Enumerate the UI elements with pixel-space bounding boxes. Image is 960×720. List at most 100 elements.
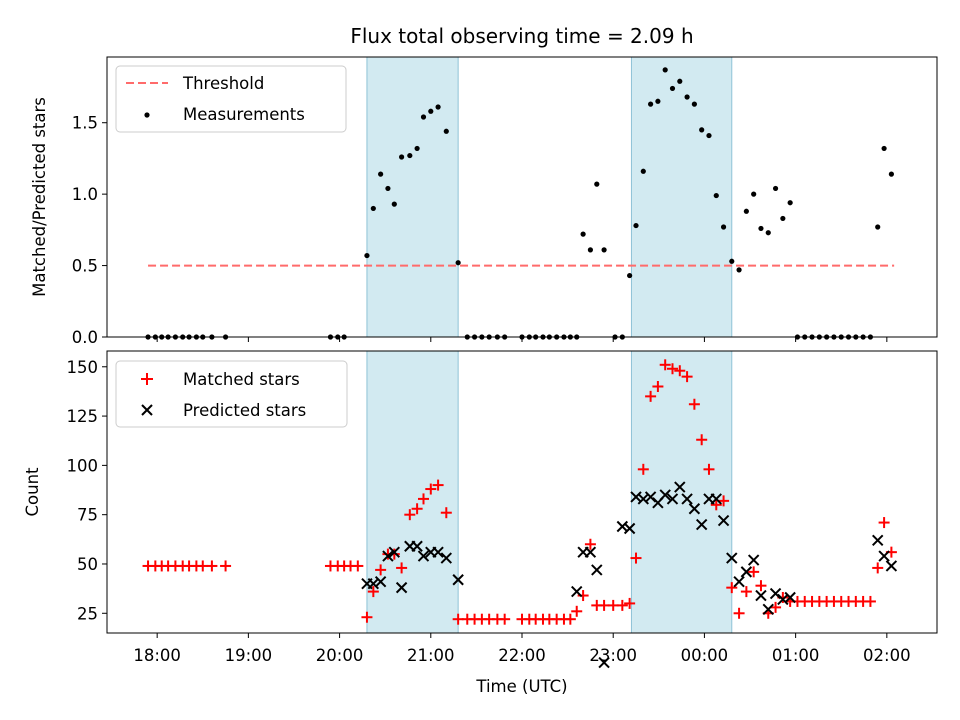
predicted-star-stroke-b (367, 577, 380, 590)
matched-star-point (571, 605, 583, 617)
x-tick-label: 19:00 (225, 646, 273, 665)
predicted-star-stroke-b (637, 493, 650, 505)
measurement-point (627, 272, 633, 279)
predicted-star-stroke-b (740, 566, 753, 578)
top-y-tick-label: 0.0 (72, 328, 98, 347)
predicted-star-stroke-b (726, 552, 738, 564)
matched-star-point (425, 483, 437, 495)
top-legend-box (115, 65, 347, 133)
bottom-y-tick-label: 100 (67, 456, 99, 475)
measurement-point (684, 94, 690, 100)
matched-star-point (411, 503, 423, 515)
predicted-star-point (598, 656, 610, 669)
matched-star-point (220, 560, 232, 572)
x-tick-label: 23:00 (589, 646, 637, 665)
measurement-point (378, 171, 384, 177)
top-x-ticks (156, 337, 888, 342)
predicted-star-point (374, 576, 387, 588)
measurement-point (594, 181, 600, 187)
x-tick-label: 00:00 (681, 646, 729, 665)
measurement-point (669, 85, 676, 92)
measurement-point (713, 192, 719, 199)
bottom-y-tick-label: 125 (67, 407, 99, 426)
matched-star-point (674, 365, 686, 377)
predicted-star-stroke-b (733, 576, 745, 588)
measurement-point (888, 171, 894, 177)
matched-star-point (616, 599, 628, 611)
matched-star-point (681, 371, 693, 383)
matched-star-point (367, 586, 379, 598)
predicted-star-point (452, 574, 464, 586)
bottom-y-tick-label: 50 (77, 555, 98, 574)
predicted-star-stroke-b (769, 587, 782, 600)
measurement-point (743, 208, 749, 214)
predicted-star-stroke-b (762, 603, 774, 616)
matched-star-point (864, 595, 876, 607)
x-tick-label: 20:00 (316, 646, 364, 665)
predicted-star-stroke-b (681, 493, 693, 505)
predicted-star-point (584, 546, 597, 558)
measurement-point (787, 200, 793, 206)
predicted-star-stroke-b (674, 481, 686, 493)
predicted-star-stroke-b (885, 560, 898, 572)
top-shaded-region-1 (366, 56, 459, 338)
bottom-legend: Matched stars Predicted stars (115, 360, 348, 428)
x-tick-label: 18:00 (133, 646, 181, 665)
matched-stars-series (142, 359, 897, 625)
measurement-point (391, 201, 397, 207)
predicted-star-point (674, 481, 686, 493)
predicted-star-point (784, 591, 796, 604)
predicted-star-point (740, 566, 753, 578)
bottom-y-ticks: 25 50 75 100 125 150 (67, 358, 107, 623)
predicted-star-stroke-b (388, 546, 401, 558)
predicted-star-point (726, 552, 738, 564)
bottom-shaded-region-2 (630, 350, 733, 634)
predicted-star-stroke-b (411, 540, 423, 552)
legend-matched-swatch (141, 373, 153, 385)
matched-star-point (637, 463, 649, 475)
predicted-star-point (388, 546, 401, 558)
measurement-point (780, 215, 786, 222)
predicted-star-stroke-b (598, 656, 610, 669)
chart-title: Flux total observing time = 2.09 h (350, 24, 693, 48)
predicted-star-point (885, 560, 898, 572)
predicted-star-stroke-b (395, 581, 408, 594)
measurement-point (758, 225, 764, 232)
predicted-star-stroke-b (591, 564, 603, 576)
predicted-star-stroke-b (584, 546, 597, 558)
predicted-star-stroke-b (777, 593, 789, 606)
measurement-point (370, 205, 376, 212)
measurement-point (662, 67, 668, 73)
matched-star-point (696, 434, 708, 446)
bottom-panel: 25 50 75 100 125 150 18:00 19:00 20:00 21:00 22:0… (23, 350, 938, 696)
matched-star-point (659, 359, 671, 371)
measurement-point (399, 154, 405, 160)
matched-star-point (755, 580, 767, 592)
measurement-point (601, 247, 607, 253)
measurement-point (443, 128, 449, 134)
predicted-stars-series (361, 481, 898, 669)
measurement-point (736, 267, 742, 273)
legend-predicted-label: Predicted stars (183, 401, 306, 420)
predicted-star-stroke-b (571, 585, 583, 598)
predicted-star-stroke-b (872, 534, 884, 547)
measurement-point (648, 101, 654, 107)
predicted-star-point (681, 493, 693, 505)
predicted-star-stroke-b (695, 518, 708, 531)
legend-measurements-label: Measurements (183, 105, 305, 124)
measurement-point (633, 222, 639, 229)
predicted-star-stroke-b (747, 554, 760, 566)
bottom-y-axis-label: Count (23, 467, 42, 517)
bottom-y-tick-label: 75 (77, 506, 98, 525)
bottom-x-ticks: 18:00 19:00 20:00 21:00 22:00 23:00 00:00 01:00… (133, 633, 911, 665)
predicted-star-stroke-b (717, 514, 730, 527)
predicted-star-point (571, 585, 583, 598)
x-tick-label: 01:00 (772, 646, 820, 665)
legend-threshold-label: Threshold (182, 74, 264, 93)
matched-star-point (352, 560, 364, 572)
predicted-star-stroke-b (452, 574, 464, 586)
predicted-star-point (417, 550, 430, 562)
predicted-star-stroke-b (432, 546, 444, 558)
measurement-point (772, 185, 779, 192)
